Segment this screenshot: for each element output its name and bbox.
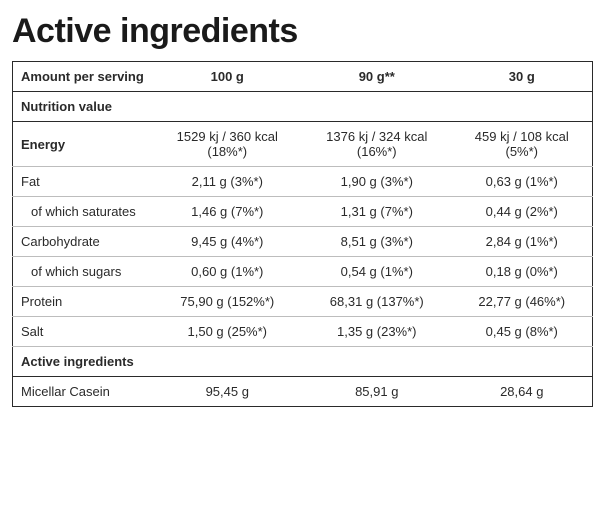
section-label: Nutrition value	[13, 92, 593, 122]
col-label: Amount per serving	[13, 62, 153, 92]
table-header-row: Amount per serving 100 g 90 g** 30 g	[13, 62, 593, 92]
cell-value: 1529 kj / 360 kcal (18%*)	[153, 122, 303, 167]
cell-value: 28,64 g	[452, 377, 593, 407]
cell-value: 1,35 g (23%*)	[302, 317, 452, 347]
row-salt: Salt 1,50 g (25%*) 1,35 g (23%*) 0,45 g …	[13, 317, 593, 347]
nutrition-table: Amount per serving 100 g 90 g** 30 g Nut…	[12, 61, 593, 407]
row-energy: Energy 1529 kj / 360 kcal (18%*) 1376 kj…	[13, 122, 593, 167]
cell-value: 0,18 g (0%*)	[452, 257, 593, 287]
cell-value: 95,45 g	[153, 377, 303, 407]
cell-value: 22,77 g (46%*)	[452, 287, 593, 317]
cell-label: Salt	[13, 317, 153, 347]
col-90g: 90 g**	[302, 62, 452, 92]
row-saturates: of which saturates 1,46 g (7%*) 1,31 g (…	[13, 197, 593, 227]
cell-value: 75,90 g (152%*)	[153, 287, 303, 317]
cell-label: Protein	[13, 287, 153, 317]
cell-value: 0,54 g (1%*)	[302, 257, 452, 287]
cell-label: Energy	[13, 122, 153, 167]
cell-value: 1,90 g (3%*)	[302, 167, 452, 197]
cell-value: 0,45 g (8%*)	[452, 317, 593, 347]
cell-value: 0,63 g (1%*)	[452, 167, 593, 197]
cell-label: of which saturates	[13, 197, 153, 227]
col-100g: 100 g	[153, 62, 303, 92]
cell-label: Carbohydrate	[13, 227, 153, 257]
row-protein: Protein 75,90 g (152%*) 68,31 g (137%*) …	[13, 287, 593, 317]
section-active-ingredients: Active ingredients	[13, 347, 593, 377]
page-title: Active ingredients	[12, 12, 593, 51]
section-nutrition: Nutrition value	[13, 92, 593, 122]
row-micellar-casein: Micellar Casein 95,45 g 85,91 g 28,64 g	[13, 377, 593, 407]
row-sugars: of which sugars 0,60 g (1%*) 0,54 g (1%*…	[13, 257, 593, 287]
section-label: Active ingredients	[13, 347, 593, 377]
cell-value: 459 kj / 108 kcal (5%*)	[452, 122, 593, 167]
cell-value: 2,84 g (1%*)	[452, 227, 593, 257]
row-fat: Fat 2,11 g (3%*) 1,90 g (3%*) 0,63 g (1%…	[13, 167, 593, 197]
cell-value: 0,60 g (1%*)	[153, 257, 303, 287]
cell-label: of which sugars	[13, 257, 153, 287]
cell-value: 1,31 g (7%*)	[302, 197, 452, 227]
row-carbohydrate: Carbohydrate 9,45 g (4%*) 8,51 g (3%*) 2…	[13, 227, 593, 257]
cell-value: 8,51 g (3%*)	[302, 227, 452, 257]
cell-label: Micellar Casein	[13, 377, 153, 407]
cell-value: 9,45 g (4%*)	[153, 227, 303, 257]
cell-value: 1376 kj / 324 kcal (16%*)	[302, 122, 452, 167]
col-30g: 30 g	[452, 62, 593, 92]
cell-value: 68,31 g (137%*)	[302, 287, 452, 317]
cell-value: 2,11 g (3%*)	[153, 167, 303, 197]
cell-value: 85,91 g	[302, 377, 452, 407]
cell-value: 0,44 g (2%*)	[452, 197, 593, 227]
cell-value: 1,50 g (25%*)	[153, 317, 303, 347]
cell-value: 1,46 g (7%*)	[153, 197, 303, 227]
cell-label: Fat	[13, 167, 153, 197]
